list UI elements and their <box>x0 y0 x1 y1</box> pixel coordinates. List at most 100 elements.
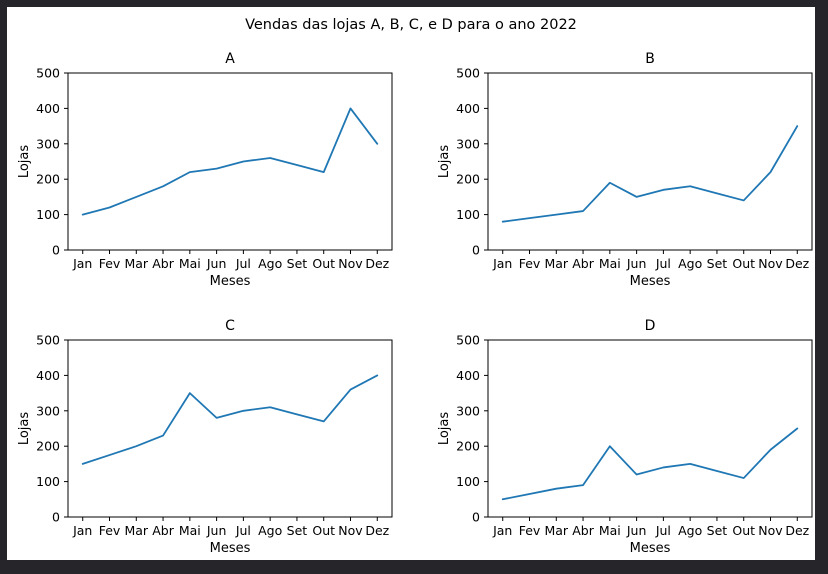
axes-spines <box>67 72 393 251</box>
x-tick-label: Out <box>732 523 755 538</box>
subplot-title: C <box>225 318 235 334</box>
y-tick-label: 400 <box>36 368 60 383</box>
x-tick-label: Mar <box>124 256 148 271</box>
y-tick-label: 300 <box>456 136 480 151</box>
x-axis: Jan Fev Mar Abr Mai Jun Jul Ago Set Out Nov Dez <box>492 517 810 538</box>
y-axis-label: Lojas <box>437 145 452 179</box>
x-tick-label: Jun <box>206 523 227 538</box>
data-line-a <box>81 107 379 216</box>
y-tick-label: 0 <box>52 243 60 258</box>
x-tick-label: Abr <box>152 523 174 538</box>
x-tick-label: Ago <box>258 256 282 271</box>
x-tick-label: Fev <box>519 523 541 538</box>
y-tick-label: 100 <box>456 207 480 222</box>
x-tick-label: Set <box>287 256 308 271</box>
x-tick-label: Nov <box>338 256 363 271</box>
x-axis-label: Meses <box>630 541 671 556</box>
x-tick-label: Fev <box>99 256 121 271</box>
x-tick-label: Abr <box>572 256 594 271</box>
x-tick-label: Abr <box>572 523 594 538</box>
x-tick-label: Dez <box>785 256 809 271</box>
y-tick-label: 100 <box>456 474 480 489</box>
y-tick-label: 0 <box>472 510 480 525</box>
x-tick-label: Jan <box>72 256 92 271</box>
x-tick-label: Mar <box>124 523 148 538</box>
x-tick-label: Jan <box>492 523 512 538</box>
axes-spines <box>67 339 393 518</box>
y-tick-label: 200 <box>456 439 480 454</box>
x-tick-label: Jan <box>72 523 92 538</box>
subplot-title: B <box>645 51 655 67</box>
x-tick-label: Jun <box>626 523 647 538</box>
x-axis: Jan Fev Mar Abr Mai Jun Jul Ago Set Out Nov Dez <box>492 250 810 271</box>
x-tick-label: Ago <box>678 523 702 538</box>
x-tick-label: Jul <box>235 256 251 271</box>
y-tick-label: 300 <box>456 403 480 418</box>
data-line-c <box>81 374 379 465</box>
x-tick-label: Jun <box>626 256 647 271</box>
y-tick-label: 300 <box>36 403 60 418</box>
x-tick-label: Nov <box>758 256 783 271</box>
y-tick-label: 200 <box>456 172 480 187</box>
y-tick-label: 500 <box>456 66 480 81</box>
figure-title: Vendas das lojas A, B, C, e D para o ano… <box>245 17 577 33</box>
x-tick-label: Dez <box>785 523 809 538</box>
x-tick-label: Mar <box>544 523 568 538</box>
y-axis-label: Lojas <box>17 145 32 179</box>
y-tick-label: 200 <box>36 172 60 187</box>
x-axis-label: Meses <box>630 274 671 289</box>
x-tick-label: Jun <box>206 256 227 271</box>
y-tick-label: 0 <box>52 510 60 525</box>
x-tick-label: Jan <box>492 256 512 271</box>
x-axis-label: Meses <box>210 541 251 556</box>
x-tick-label: Dez <box>365 523 389 538</box>
x-tick-label: Jul <box>235 523 251 538</box>
axes-spines <box>487 72 813 251</box>
x-tick-label: Out <box>312 256 335 271</box>
matplotlib-figure: Vendas das lojas A, B, C, e D para o ano… <box>7 7 815 560</box>
x-tick-label: Jul <box>655 523 671 538</box>
x-tick-label: Mai <box>179 256 201 271</box>
x-tick-label: Set <box>707 256 728 271</box>
y-axis: 0 100 200 300 400 500 <box>36 66 68 258</box>
x-tick-label: Abr <box>152 256 174 271</box>
y-axis-label: Lojas <box>17 412 32 446</box>
y-tick-label: 100 <box>36 474 60 489</box>
subplot-b: 0 100 200 300 400 500 Jan Fev Mar Abr Mai Jun Jul Ago… <box>437 51 813 289</box>
subplot-d: 0 100 200 300 400 500 Jan Fev Mar Abr Mai Jun Jul Ago… <box>437 318 813 556</box>
y-tick-label: 300 <box>36 136 60 151</box>
x-tick-label: Fev <box>99 523 121 538</box>
x-tick-label: Mai <box>179 523 201 538</box>
x-tick-label: Set <box>287 523 308 538</box>
y-tick-label: 0 <box>472 243 480 258</box>
y-axis: 0 100 200 300 400 500 <box>456 66 488 258</box>
x-tick-label: Fev <box>519 256 541 271</box>
y-tick-label: 200 <box>36 439 60 454</box>
data-line-d <box>501 427 799 501</box>
x-axis: Jan Fev Mar Abr Mai Jun Jul Ago Set Out Nov Dez <box>72 250 390 271</box>
y-tick-label: 400 <box>36 101 60 116</box>
x-tick-label: Ago <box>678 256 702 271</box>
y-tick-label: 100 <box>36 207 60 222</box>
x-tick-label: Set <box>707 523 728 538</box>
x-tick-label: Dez <box>365 256 389 271</box>
x-axis-label: Meses <box>210 274 251 289</box>
y-tick-label: 400 <box>456 101 480 116</box>
x-axis: Jan Fev Mar Abr Mai Jun Jul Ago Set Out Nov Dez <box>72 517 390 538</box>
x-tick-label: Nov <box>758 523 783 538</box>
x-tick-label: Mar <box>544 256 568 271</box>
x-tick-label: Ago <box>258 523 282 538</box>
y-tick-label: 400 <box>456 368 480 383</box>
x-tick-label: Mai <box>599 523 621 538</box>
y-axis: 0 100 200 300 400 500 <box>456 333 488 525</box>
subplot-a: 0 100 200 300 400 500 Jan Fev Mar Abr Mai Jun Jul Ago… <box>17 51 393 289</box>
subplot-c: 0 100 200 300 400 500 Jan Fev Mar Abr Mai Jun Jul Ago… <box>17 318 393 556</box>
data-line-b <box>501 125 799 223</box>
x-tick-label: Out <box>732 256 755 271</box>
x-tick-label: Out <box>312 523 335 538</box>
subplot-title: A <box>225 51 235 67</box>
x-tick-label: Nov <box>338 523 363 538</box>
y-axis-label: Lojas <box>437 412 452 446</box>
axes-spines <box>487 339 813 518</box>
